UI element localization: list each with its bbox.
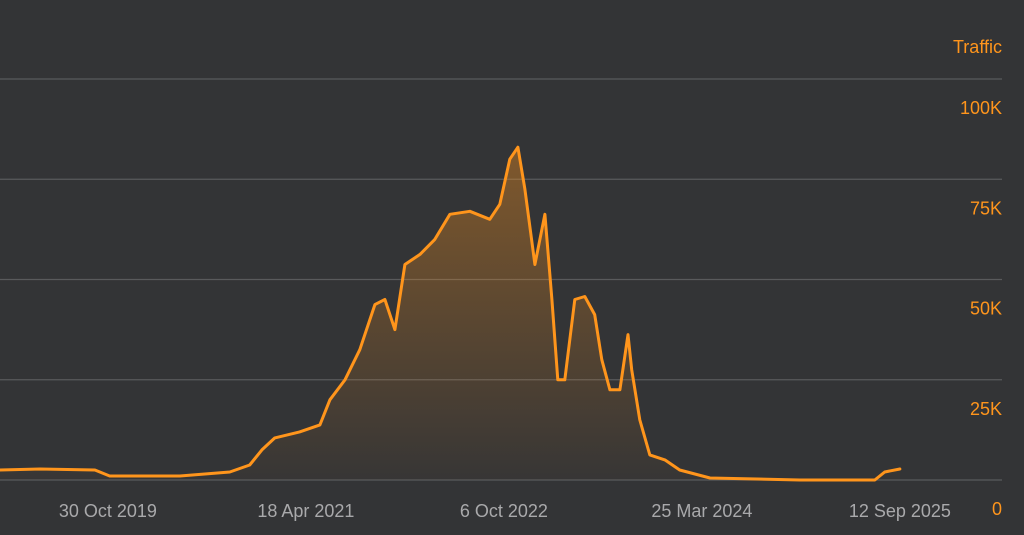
x-tick-label: 25 Mar 2024: [651, 501, 752, 521]
y-tick-label: 50K: [970, 299, 1002, 319]
x-tick-label: 18 Apr 2021: [257, 501, 354, 521]
y-tick-label: 100K: [960, 98, 1002, 118]
x-tick-label: 30 Oct 2019: [59, 501, 157, 521]
x-tick-label: 12 Sep 2025: [849, 501, 951, 521]
y-tick-label: 0: [992, 499, 1002, 519]
area-fill: [0, 147, 900, 480]
y-axis-label: Traffic: [953, 37, 1002, 57]
traffic-line: [0, 145, 902, 482]
x-tick-label: 6 Oct 2022: [460, 501, 548, 521]
y-tick-label: 75K: [970, 198, 1002, 218]
y-tick-label: 25K: [970, 399, 1002, 419]
